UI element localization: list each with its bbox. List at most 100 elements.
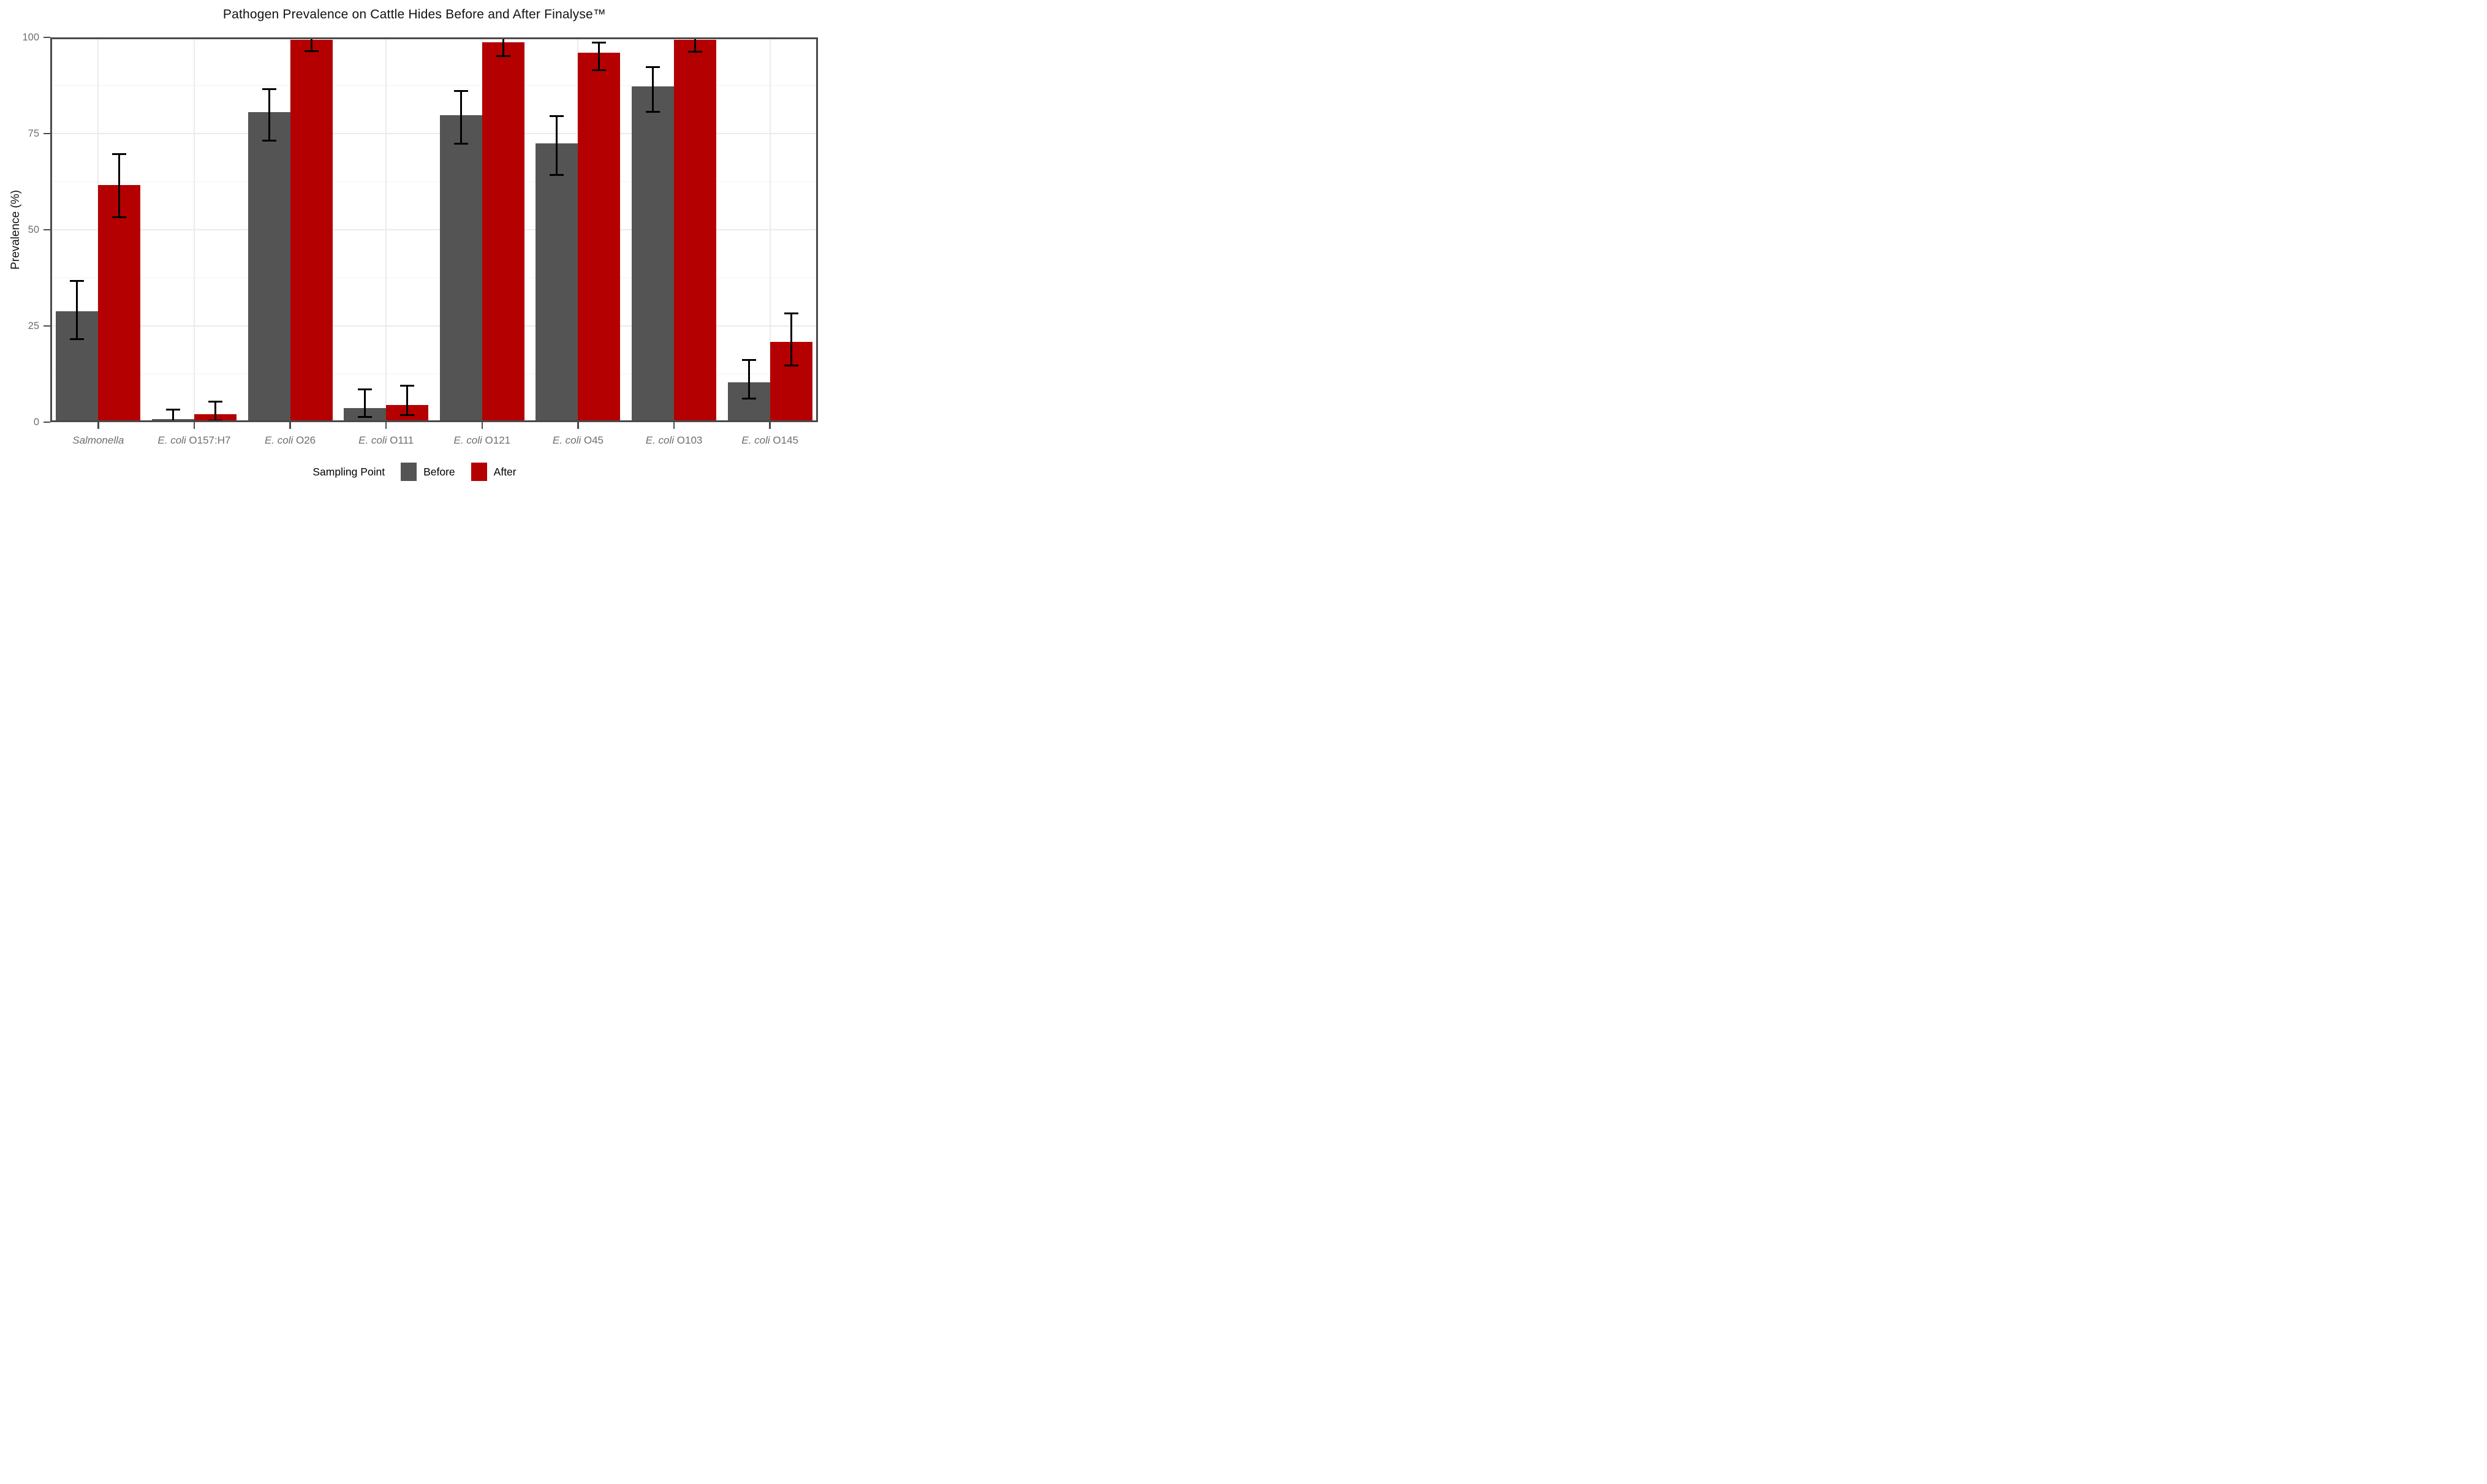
y-tick-label: 0 [33, 417, 39, 428]
bar-after [674, 40, 717, 422]
error-bar-stem [556, 116, 558, 175]
x-axis-tick [289, 422, 291, 429]
error-bar-stem [460, 91, 462, 144]
error-bar-cap-top [165, 409, 180, 411]
error-bar-stem [694, 37, 697, 52]
category-genus: E. coli [157, 434, 186, 446]
x-axis-tick [577, 422, 579, 429]
x-axis-tick [673, 422, 675, 429]
error-bar-stem [406, 385, 409, 415]
bar-after [290, 39, 333, 422]
legend: Sampling Point Before After [0, 463, 829, 481]
category-serotype: O45 [581, 434, 604, 446]
error-bar-stem [364, 389, 366, 417]
category-serotype: O121 [482, 434, 511, 446]
x-tick-label: E. coli O26 [235, 435, 346, 445]
y-tick-label: 75 [28, 128, 39, 139]
plot-panel [50, 37, 818, 422]
before-color-swatch [401, 463, 417, 481]
error-bar-stem [118, 154, 121, 218]
y-tick-label: 50 [28, 224, 39, 235]
error-bar-cap-bottom [262, 139, 276, 142]
error-bar-cap-top [741, 358, 756, 361]
gridline-major [50, 229, 818, 230]
y-axis-tick [44, 36, 50, 39]
bar-before [439, 115, 482, 422]
error-bar-cap-top [646, 66, 661, 69]
category-serotype: O111 [387, 434, 414, 446]
error-bar-stem [790, 313, 792, 366]
error-bar-cap-top [262, 88, 276, 90]
error-bar-stem [502, 37, 504, 56]
y-tick-label: 25 [28, 320, 39, 331]
after-color-swatch [471, 463, 487, 481]
error-bar-cap-top [208, 400, 222, 403]
category-genus: E. coli [358, 434, 387, 446]
error-bar-cap-bottom [550, 173, 564, 176]
x-tick-label: E. coli O157:H7 [139, 435, 249, 445]
x-tick-label: E. coli O45 [523, 435, 633, 445]
error-bar-cap-bottom [496, 55, 510, 57]
error-bar-cap-top [550, 115, 564, 117]
legend-label-before: Before [423, 465, 455, 478]
x-axis-tick [769, 422, 771, 429]
chart-title: Pathogen Prevalence on Cattle Hides Befo… [222, 7, 607, 21]
error-bar-cap-bottom [646, 111, 661, 113]
x-axis-tick [481, 422, 483, 429]
gridline-minor [50, 181, 818, 183]
bar-before [536, 143, 578, 422]
gridline-x-major [769, 37, 771, 422]
error-bar-cap-top [304, 37, 319, 39]
x-axis-tick [385, 422, 387, 429]
category-genus: E. coli [645, 434, 675, 446]
category-serotype: O103 [674, 434, 703, 446]
error-bar-cap-top [784, 312, 798, 315]
error-bar-stem [172, 409, 174, 422]
error-bar-stem [310, 37, 312, 51]
y-axis-tick [44, 132, 50, 135]
error-bar-cap-bottom [784, 364, 798, 366]
legend-item-after: After [471, 463, 517, 481]
bar-after [98, 184, 141, 422]
bar-before [248, 112, 290, 422]
legend-title: Sampling Point [312, 465, 385, 478]
gridline-major [50, 325, 818, 327]
category-serotype: O157:H7 [186, 434, 231, 446]
error-bar-cap-bottom [208, 419, 222, 422]
bar-before [632, 86, 675, 422]
x-tick-label: E. coli O121 [427, 435, 537, 445]
y-tick-label: 100 [22, 32, 39, 43]
error-bar-cap-bottom [592, 69, 607, 71]
error-bar-cap-bottom [400, 414, 415, 417]
y-axis-tick [44, 229, 50, 231]
error-bar-stem [652, 67, 654, 112]
error-bar-cap-top [70, 280, 85, 282]
error-bar-cap-top [112, 153, 127, 155]
legend-label-after: After [493, 465, 517, 478]
category-genus: E. coli [264, 434, 293, 446]
error-bar-cap-bottom [358, 415, 373, 418]
x-axis-tick [193, 422, 195, 429]
gridline-major [50, 37, 818, 38]
error-bar-cap-bottom [70, 338, 85, 341]
error-bar-stem [598, 42, 600, 70]
error-bar-cap-top [688, 37, 703, 39]
category-serotype: O26 [293, 434, 316, 446]
error-bar-cap-bottom [112, 216, 127, 218]
legend-item-before: Before [401, 463, 455, 481]
x-tick-label: Salmonella [43, 435, 153, 445]
error-bar-stem [268, 89, 270, 141]
bar-after [578, 53, 621, 422]
error-bar-cap-top [453, 90, 468, 93]
x-tick-label: E. coli O103 [619, 435, 729, 445]
gridline-major [50, 133, 818, 134]
error-bar-cap-bottom [304, 50, 319, 53]
bar-after [482, 42, 524, 422]
error-bar-cap-top [496, 37, 510, 39]
x-tick-label: E. coli O111 [331, 435, 441, 445]
x-tick-label: E. coli O145 [715, 435, 825, 445]
gridline-minor [50, 85, 818, 86]
gridline-x-major [193, 37, 195, 422]
error-bar-cap-bottom [453, 142, 468, 145]
figure: Pathogen Prevalence on Cattle Hides Befo… [0, 0, 829, 494]
